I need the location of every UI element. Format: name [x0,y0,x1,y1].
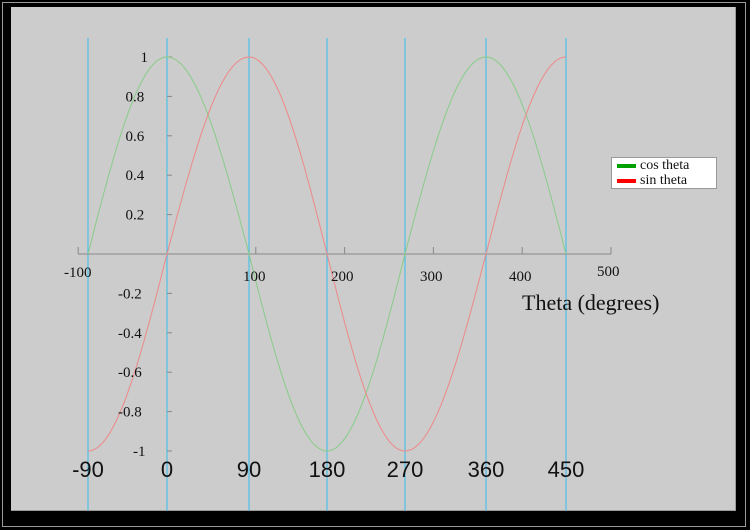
curves [87,56,567,452]
reference-lines [87,38,567,511]
legend-label-cos: cos theta [640,158,690,173]
reference-label: 450 [548,457,585,482]
y-tick-label: 0.8 [126,89,145,105]
x-tick-label: 400 [509,269,532,285]
y-tick-label: 0.4 [126,168,145,184]
cos-swatch-icon [617,164,636,168]
x-tick-label: 200 [331,269,354,285]
reference-label: 270 [387,457,424,482]
y-tick-label: -0.8 [118,405,142,421]
reference-label: -90 [72,457,104,482]
y-tick-label: -0.4 [118,326,142,342]
reference-label: 0 [161,457,173,482]
y-tick-label: 0.6 [126,129,145,145]
y-tick-label: -0.6 [118,365,142,381]
axes [77,56,612,452]
x-tick-label: 500 [597,264,620,280]
sin-swatch-icon [617,179,636,183]
reference-label: 180 [309,457,346,482]
sin-curve [87,56,567,452]
legend-item-sin: sin theta [612,174,716,188]
x-tick-label: -100 [64,265,92,281]
reference-label: 360 [468,457,505,482]
y-tick-label: -0.2 [118,286,142,302]
y-tick-label: 1 [141,50,149,66]
reference-label: 90 [237,457,261,482]
x-tick-label: 100 [243,269,266,285]
legend-item-cos: cos theta [612,159,716,173]
cos-curve [87,56,567,452]
legend-label-sin: sin theta [640,173,688,188]
y-tick-label: -1 [133,444,146,460]
x-axis-title: Theta (degrees) [522,290,659,315]
x-tick-label: 300 [420,269,443,285]
y-tick-label: 0.2 [126,208,145,224]
tick-labels: -100 100 200 300 400 500 1 0.8 0.6 0.4 0.2 -0.2 -0.4… [64,50,620,482]
chart-panel [11,7,736,511]
legend: cos theta sin theta [611,157,717,189]
